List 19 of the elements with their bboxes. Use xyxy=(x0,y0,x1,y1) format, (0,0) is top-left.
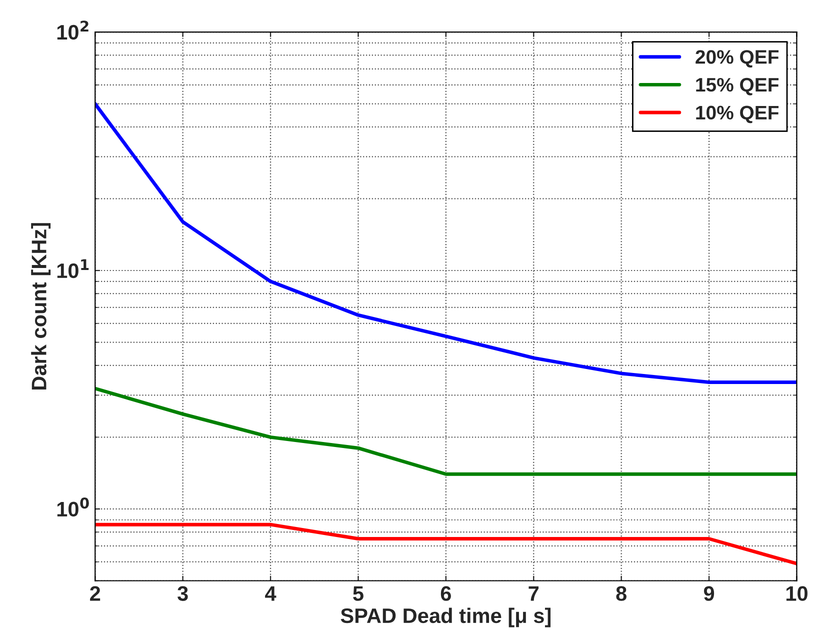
x-tick-label: 10 xyxy=(786,586,808,601)
x-tick-label: 6 xyxy=(440,586,451,601)
x-tick-label: 3 xyxy=(178,586,188,601)
line-series xyxy=(95,102,797,384)
x-tick-label: 4 xyxy=(265,586,276,601)
legend-label: 15% QEF xyxy=(696,78,779,96)
y-tick-label: 10$^{0}$ xyxy=(57,498,89,517)
legend-label: 10% QEF xyxy=(696,106,779,124)
y-tick-label: 10$^{2}$ xyxy=(57,20,88,40)
x-tick-label: 9 xyxy=(704,586,714,601)
y-tick-label: 10$^{1}$ xyxy=(57,259,89,278)
legend-label: 20% QEF xyxy=(696,50,779,68)
x-tick-label: 7 xyxy=(528,586,539,601)
line-series xyxy=(95,386,797,476)
x-tick-label: 5 xyxy=(353,586,364,601)
x-tick-label: 8 xyxy=(616,586,626,601)
x-tick-label: 2 xyxy=(90,586,100,601)
y-axis-title: Dark count [KHz] xyxy=(31,223,51,390)
x-axis-title: SPAD Dead time [μ s] xyxy=(340,608,551,628)
